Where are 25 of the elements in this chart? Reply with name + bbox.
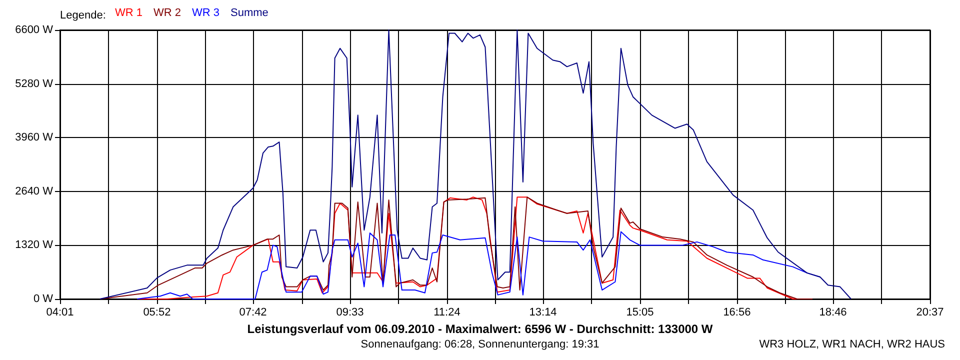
text: WR 1 — [115, 7, 142, 19]
x-tick-label: 07:42 — [239, 306, 267, 318]
x-tick-label: 18:46 — [819, 306, 847, 318]
line-series — [100, 30, 852, 300]
legend-title: Legende: — [60, 10, 106, 22]
x-tick-label: 05:52 — [143, 306, 171, 318]
y-tick-label: 1320 W — [15, 239, 54, 252]
text: Leistungsverlauf vom 06.09.2010 - Maximalwert: 6596 W - Durchschnitt: 133000 W — [247, 322, 714, 336]
x-tick-label: 20:37 — [916, 306, 944, 318]
y-tick-label: 0 W — [33, 293, 54, 305]
text: Summe — [230, 7, 268, 19]
y-tick-label: 5280 W — [15, 78, 54, 90]
x-tick-label: 13:14 — [529, 306, 557, 318]
text: WR3 HOLZ, WR1 NACH, WR2 HAUS — [759, 338, 946, 350]
x-tick-label: 09:33 — [336, 306, 364, 318]
y-tick-label: 6600 W — [15, 24, 54, 36]
text: Sonnenaufgang: 06:28, Sonnenuntergang: 19:31 — [360, 338, 600, 350]
y-tick-label: 2640 W — [15, 185, 54, 198]
text: WR 2 — [154, 7, 181, 19]
x-tick-label: 15:05 — [626, 306, 654, 318]
x-tick-label: 04:01 — [46, 306, 74, 318]
x-tick-label: 11:24 — [434, 306, 460, 318]
x-tick-label: 16:56 — [723, 306, 751, 318]
text: WR 3 — [192, 7, 220, 19]
y-tick-label: 3960 W — [15, 132, 54, 144]
